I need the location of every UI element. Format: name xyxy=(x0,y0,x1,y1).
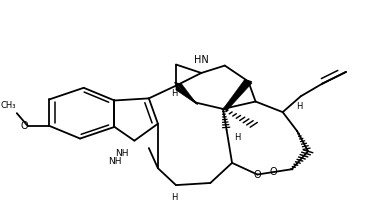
Text: O: O xyxy=(253,170,261,180)
Text: HN: HN xyxy=(194,55,209,65)
Polygon shape xyxy=(176,86,198,105)
Polygon shape xyxy=(223,81,252,111)
Text: O: O xyxy=(270,167,278,177)
Text: O: O xyxy=(20,121,28,131)
Text: CH₃: CH₃ xyxy=(0,101,15,110)
Polygon shape xyxy=(174,82,196,103)
Text: H: H xyxy=(171,193,177,202)
Text: NH: NH xyxy=(108,157,121,166)
Polygon shape xyxy=(223,79,252,109)
Text: H: H xyxy=(296,102,302,111)
Text: NH: NH xyxy=(115,149,129,158)
Text: H: H xyxy=(171,89,177,98)
Text: H: H xyxy=(234,133,241,142)
